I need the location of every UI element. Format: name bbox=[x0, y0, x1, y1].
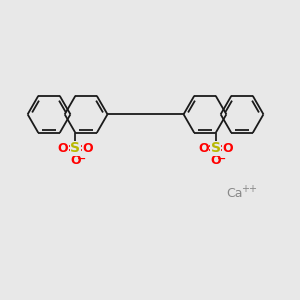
Text: O: O bbox=[82, 142, 93, 155]
Text: S: S bbox=[70, 141, 80, 155]
Text: ++: ++ bbox=[241, 184, 257, 194]
Text: S: S bbox=[211, 141, 221, 155]
Text: S: S bbox=[70, 141, 80, 155]
Text: O: O bbox=[223, 142, 233, 155]
Text: −: − bbox=[77, 154, 86, 164]
Text: O: O bbox=[58, 142, 68, 155]
Text: Ca: Ca bbox=[226, 187, 242, 200]
Text: O: O bbox=[70, 154, 81, 167]
Text: −: − bbox=[217, 154, 226, 164]
Text: O: O bbox=[210, 154, 221, 167]
Text: S: S bbox=[211, 141, 221, 155]
Text: O: O bbox=[198, 142, 208, 155]
